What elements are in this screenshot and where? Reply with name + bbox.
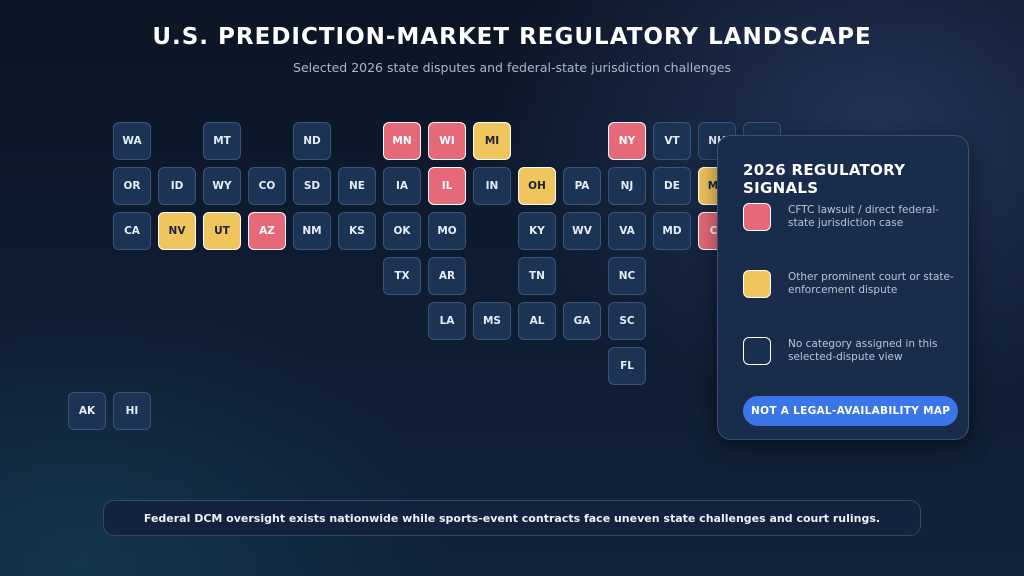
state-tile-or[interactable]: OR <box>113 167 151 205</box>
state-tile-ut[interactable]: UT <box>203 212 241 250</box>
state-tile-oh[interactable]: OH <box>518 167 556 205</box>
state-tile-md[interactable]: MD <box>653 212 691 250</box>
state-tile-wv[interactable]: WV <box>563 212 601 250</box>
state-tile-la[interactable]: LA <box>428 302 466 340</box>
state-tile-ny[interactable]: NY <box>608 122 646 160</box>
state-tile-mt[interactable]: MT <box>203 122 241 160</box>
state-tile-sd[interactable]: SD <box>293 167 331 205</box>
state-tile-wy[interactable]: WY <box>203 167 241 205</box>
state-tile-ak[interactable]: AK <box>68 392 106 430</box>
state-tile-wi[interactable]: WI <box>428 122 466 160</box>
legend-swatch-dispute <box>743 270 771 298</box>
legend-panel: 2026 REGULATORY SIGNALS CFTC lawsuit / d… <box>717 135 969 440</box>
state-tile-tn[interactable]: TN <box>518 257 556 295</box>
page-title: U.S. PREDICTION-MARKET REGULATORY LANDSC… <box>152 24 872 50</box>
legend-title: 2026 REGULATORY SIGNALS <box>743 161 906 197</box>
state-tile-ks[interactable]: KS <box>338 212 376 250</box>
state-tile-mo[interactable]: MO <box>428 212 466 250</box>
state-tile-ne[interactable]: NE <box>338 167 376 205</box>
state-tile-ok[interactable]: OK <box>383 212 421 250</box>
state-tile-wa[interactable]: WA <box>113 122 151 160</box>
legal-availability-badge: NOT A LEGAL-AVAILABILITY MAP <box>743 396 959 426</box>
state-tile-pa[interactable]: PA <box>563 167 601 205</box>
legend-label-dispute: Other prominent court or state-enforceme… <box>788 271 954 296</box>
legend-item-federal: CFTC lawsuit / direct federal-state juri… <box>743 203 958 235</box>
footer-note: Federal DCM oversight exists nationwide … <box>103 500 921 536</box>
state-tile-vt[interactable]: VT <box>653 122 691 160</box>
state-tile-hi[interactable]: HI <box>113 392 151 430</box>
state-tile-id[interactable]: ID <box>158 167 196 205</box>
legend-swatch-federal <box>743 203 771 231</box>
state-tile-ga[interactable]: GA <box>563 302 601 340</box>
state-tile-az[interactable]: AZ <box>248 212 286 250</box>
legend-label-none: No category assigned in this selected-di… <box>788 338 938 363</box>
state-tile-fl[interactable]: FL <box>608 347 646 385</box>
state-tile-sc[interactable]: SC <box>608 302 646 340</box>
state-tile-nv[interactable]: NV <box>158 212 196 250</box>
legend-label-federal: CFTC lawsuit / direct federal-state juri… <box>788 204 940 229</box>
state-tile-ia[interactable]: IA <box>383 167 421 205</box>
state-tile-mi[interactable]: MI <box>473 122 511 160</box>
state-tile-ca[interactable]: CA <box>113 212 151 250</box>
state-tile-tx[interactable]: TX <box>383 257 421 295</box>
state-tile-va[interactable]: VA <box>608 212 646 250</box>
state-tile-nd[interactable]: ND <box>293 122 331 160</box>
page-subtitle: Selected 2026 state disputes and federal… <box>293 60 731 75</box>
state-tile-il[interactable]: IL <box>428 167 466 205</box>
legend-swatch-none <box>743 337 771 365</box>
state-tile-in[interactable]: IN <box>473 167 511 205</box>
legend-item-dispute: Other prominent court or state-enforceme… <box>743 270 958 302</box>
state-tile-ms[interactable]: MS <box>473 302 511 340</box>
state-tile-mn[interactable]: MN <box>383 122 421 160</box>
state-tile-co[interactable]: CO <box>248 167 286 205</box>
state-tile-de[interactable]: DE <box>653 167 691 205</box>
legend-item-none: No category assigned in this selected-di… <box>743 337 958 369</box>
state-tile-ky[interactable]: KY <box>518 212 556 250</box>
state-tile-al[interactable]: AL <box>518 302 556 340</box>
state-tile-nm[interactable]: NM <box>293 212 331 250</box>
state-tile-nc[interactable]: NC <box>608 257 646 295</box>
state-tile-ar[interactable]: AR <box>428 257 466 295</box>
state-tile-nj[interactable]: NJ <box>608 167 646 205</box>
